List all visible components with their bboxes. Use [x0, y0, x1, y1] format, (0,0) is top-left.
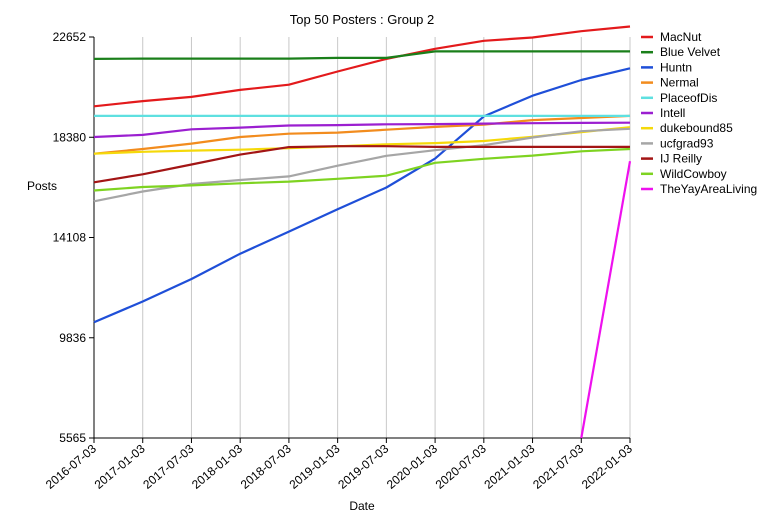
series-line-macnut: [93, 25, 631, 108]
chart-title: Top 50 Posters : Group 2: [290, 12, 435, 27]
y-axis-ticks: 5565 9836 14108 18380 22652: [53, 30, 94, 445]
x-tick-label: 2018-01-03: [189, 441, 245, 491]
x-tick-label: 2020-01-03: [384, 441, 440, 491]
x-tick-label: 2021-01-03: [481, 441, 537, 491]
x-tick-label: 2020-07-03: [433, 441, 489, 491]
y-tick-label: 5565: [59, 431, 86, 445]
legend-label: Blue Velvet: [660, 45, 721, 59]
legend-label: Intell: [660, 106, 685, 120]
series-line-ucfgrad93: [93, 127, 631, 203]
y-tick-label: 14108: [53, 231, 87, 245]
x-axis-label: Date: [349, 499, 375, 513]
y-tick-label: 18380: [53, 130, 87, 144]
x-tick-label: 2019-07-03: [335, 441, 391, 491]
x-tick-label: 2019-01-03: [287, 441, 343, 491]
series-layer: [93, 25, 632, 439]
series-line-huntn: [93, 67, 631, 324]
series-line-intell: [93, 121, 631, 139]
y-axis-label: Posts: [27, 179, 57, 193]
legend-label: ucfgrad93: [660, 136, 714, 150]
axes: [93, 37, 630, 439]
x-tick-label: 2016-07-03: [43, 441, 99, 491]
x-tick-label: 2022-01-03: [579, 441, 635, 491]
series-line-wildcowboy: [93, 147, 631, 192]
y-tick-label: 22652: [53, 30, 87, 44]
series-line-nermal: [93, 114, 631, 155]
legend-label: Huntn: [660, 60, 692, 74]
legend-label: MacNut: [660, 30, 702, 44]
x-tick-label: 2021-07-03: [530, 441, 586, 491]
series-line-blue-velvet: [93, 50, 630, 60]
legend-label: PlaceofDis: [660, 91, 717, 105]
x-tick-label: 2017-07-03: [140, 441, 196, 491]
series-line-theyayarealiving: [580, 161, 632, 439]
legend-label: WildCowboy: [660, 167, 727, 181]
legend-label: dukebound85: [660, 121, 733, 135]
x-tick-label: 2018-07-03: [238, 441, 294, 491]
legend-label: TheYayAreaLiving: [660, 182, 757, 196]
legend-label: Nermal: [660, 76, 699, 90]
y-tick-label: 9836: [59, 331, 86, 345]
grid: [93, 37, 631, 438]
x-axis-ticks: 2016-07-032017-01-032017-07-032018-01-03…: [43, 438, 635, 492]
legend-label: IJ Reilly: [660, 152, 702, 166]
series-line-ij-reilly: [93, 145, 630, 184]
x-tick-label: 2017-01-03: [92, 441, 148, 491]
